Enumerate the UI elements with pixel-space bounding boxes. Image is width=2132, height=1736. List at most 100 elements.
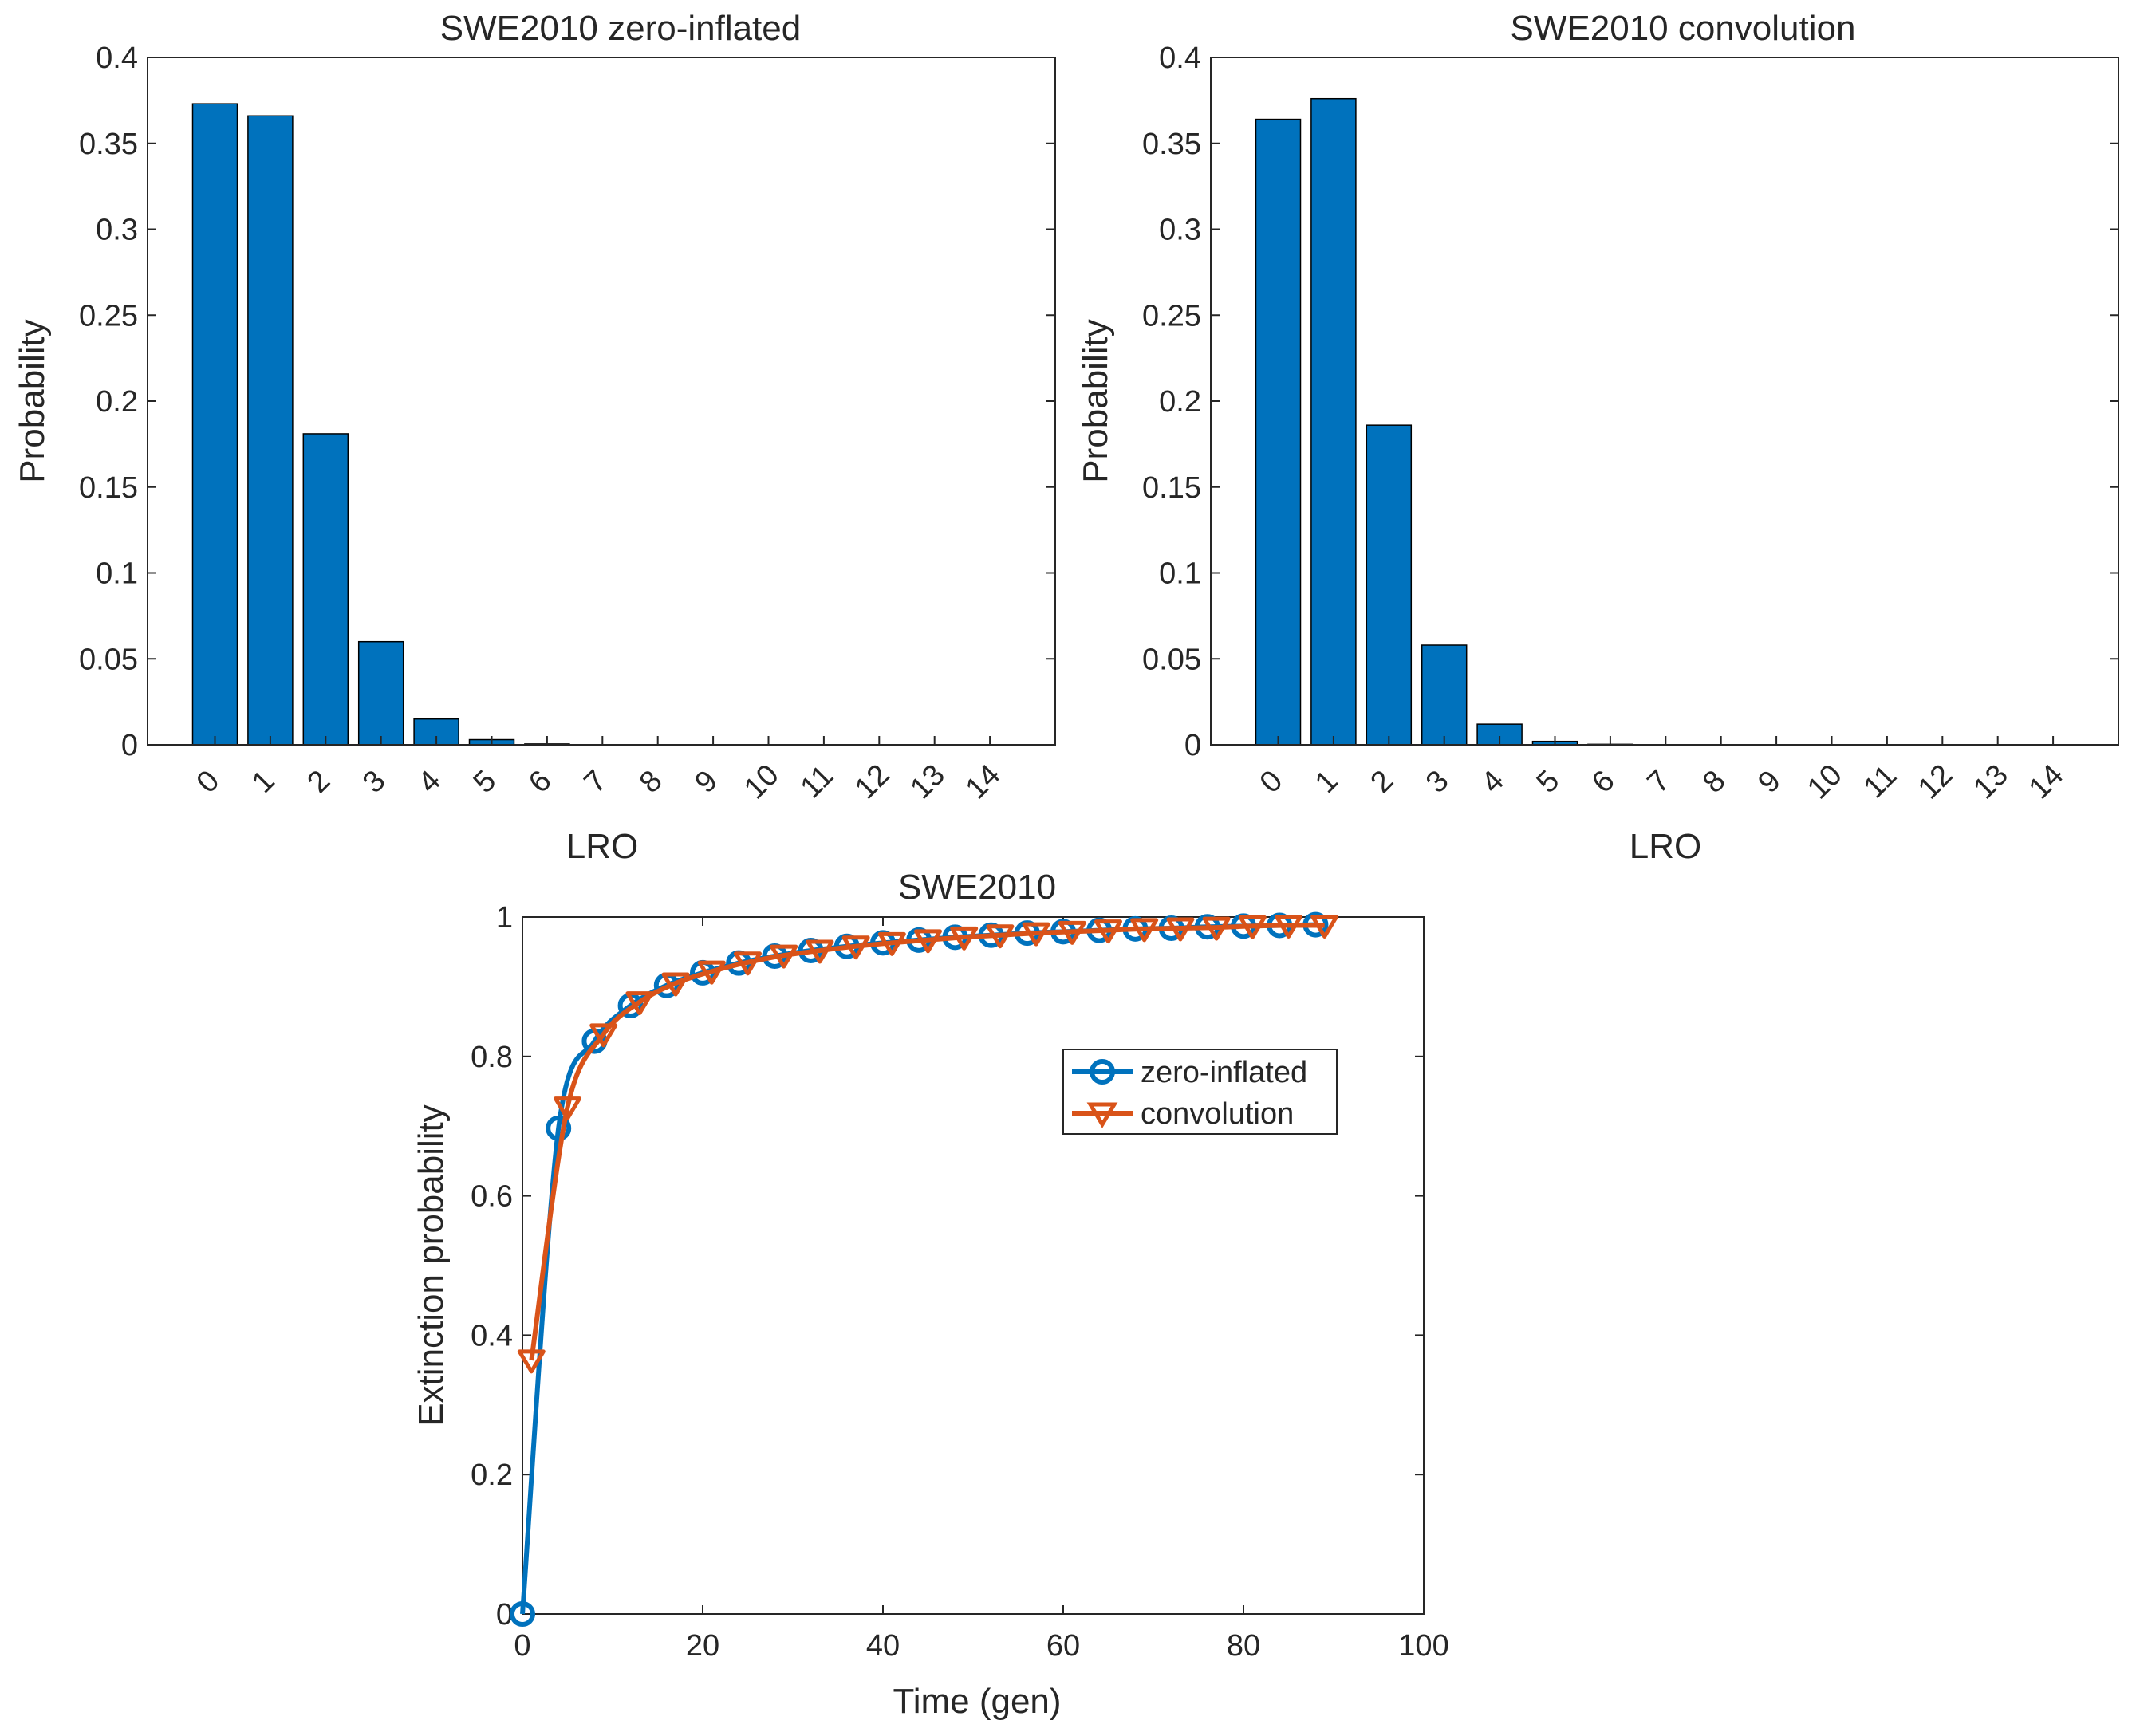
x-tick-label: 0 [191,764,227,800]
y-tick-label: 0.05 [79,643,138,676]
series-zero-inflated [510,911,1329,1627]
x-tick-label: 8 [633,764,669,800]
y-tick-label: 0 [1184,729,1201,762]
y-tick-label: 0.35 [1142,128,1201,161]
x-tick-group: 0 20 40 60 80 100 [514,917,1449,1663]
x-tick-label: 11 [794,759,841,805]
data-point [950,926,979,951]
y-axis-label: Probability [13,319,52,482]
x-tick-label: 12 [849,758,897,806]
plot-frame [522,916,1425,1615]
data-point [625,991,654,1016]
data-point [1275,914,1302,939]
x-axis-label: LRO [566,827,638,866]
data-point [914,929,942,954]
legend-marker [1090,1059,1115,1085]
x-tick-label: 10 [738,758,786,806]
data-point [734,951,762,976]
y-tick-label: 0.2 [1159,385,1201,419]
chart-extinction: SWE2010 0 0.2 0.4 0.6 0.8 1 0 20 40 60 80 100 Exti… [412,868,1449,1721]
x-axis-label: Time (gen) [893,1682,1061,1721]
data-point [877,931,906,956]
y-tick-label: 0.1 [1159,557,1201,591]
x-tick-group: 0 1 2 3 4 5 6 7 8 9 10 11 12 13 14 [1254,736,2071,806]
data-point [589,1023,618,1048]
data-point [1058,920,1086,945]
data-point [697,960,726,985]
x-tick-label: 7 [577,764,613,800]
y-tick-label: 0.2 [96,385,138,419]
bar-0 [191,103,238,746]
bar-2 [1366,424,1413,746]
bar-group [1255,97,1633,746]
x-tick-label: 8 [1697,764,1732,800]
data-point [554,1096,581,1121]
x-tick-label: 4 [412,764,447,800]
x-tick-label: 6 [522,764,558,800]
x-tick-label: 40 [866,1629,900,1663]
x-tick-label: 60 [1046,1629,1080,1663]
data-point [841,935,870,960]
x-tick-label: 9 [1752,764,1787,800]
y-tick-label: 0 [496,1598,513,1632]
x-tick-group: 0 1 2 3 4 5 6 7 8 9 10 11 12 13 14 [191,736,1007,805]
y-tick-label: 0.6 [471,1180,513,1214]
y-tick-label: 0.8 [471,1041,513,1074]
bar-3 [1421,644,1468,746]
data-point [770,944,798,969]
x-tick-label: 10 [1801,758,1849,806]
x-tick-label: 14 [2023,758,2071,806]
bar-1 [1310,97,1357,746]
data-point [1202,916,1231,941]
legend-marker [1086,1102,1118,1128]
x-tick-label: 0 [1254,764,1290,800]
x-tick-label: 2 [1364,764,1400,800]
data-point [510,1601,535,1627]
chart-convolution: SWE2010 convolution 00.050.10.150.20.250… [1076,9,2119,866]
y-tick-label: 0.35 [79,128,138,161]
y-tick-label: 1 [496,901,513,935]
data-point [1022,922,1050,947]
data-point [546,1115,572,1141]
x-axis-label: LRO [1630,827,1701,866]
series-group [510,911,1339,1627]
legend-item-zero-inflated: zero-inflated [1072,1056,1307,1089]
x-tick-label: 13 [1967,758,2015,806]
y-tick-label: 0.05 [1142,643,1201,676]
y-tick-group: 0 0.2 0.4 0.6 0.8 1 [471,901,1424,1632]
y-tick-label: 0.3 [96,214,138,247]
legend-label: convolution [1141,1097,1294,1131]
y-tick-label: 0.3 [1159,214,1201,247]
x-tick-label: 100 [1398,1629,1448,1663]
y-tick-label: 0 [121,729,138,762]
chart-title: SWE2010 zero-inflated [440,9,801,48]
y-tick-label: 0.2 [471,1458,513,1492]
x-tick-label: 1 [1309,764,1345,800]
chart-title: SWE2010 [898,868,1056,907]
series-line [520,922,1316,1615]
y-tick-group: 0 0.05 0.1 0.15 0.2 0.25 0.3 0.35 0.4 [1142,41,2118,762]
y-tick-label: 0.25 [1142,299,1201,333]
y-axis-label: Extinction probability [412,1104,451,1427]
x-tick-label: 9 [688,764,724,800]
bar-group [191,103,570,746]
legend-label: zero-inflated [1141,1056,1307,1089]
data-point [1238,915,1267,939]
data-point [986,924,1015,949]
data-point [1310,914,1339,939]
y-tick-label: 0.4 [96,41,138,75]
bar-1 [247,115,294,746]
y-tick-label: 0.25 [79,299,138,333]
y-tick-label: 0.15 [79,471,138,505]
x-tick-label: 0 [514,1629,530,1663]
x-tick-label: 3 [357,764,392,800]
x-tick-label: 14 [960,758,1007,806]
data-point [517,1349,546,1374]
x-tick-label: 6 [1586,764,1622,800]
x-tick-label: 20 [686,1629,719,1663]
y-tick-label: 0.4 [1159,41,1201,75]
x-tick-label: 11 [1858,759,1904,805]
bar-2 [302,433,349,746]
y-tick-label: 0.1 [96,557,138,591]
